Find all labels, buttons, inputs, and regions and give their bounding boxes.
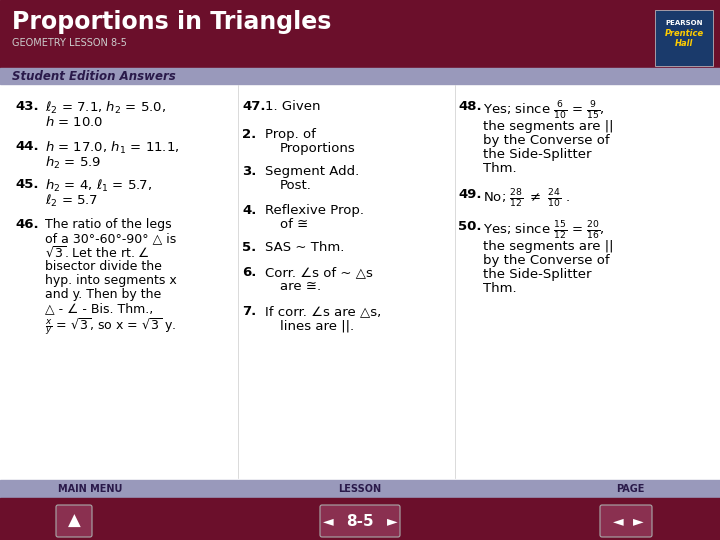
Text: 46.: 46. [15, 218, 39, 231]
Text: 2.: 2. [242, 128, 256, 141]
Text: 45.: 45. [15, 178, 38, 191]
FancyBboxPatch shape [600, 505, 652, 537]
Text: 43.: 43. [15, 100, 39, 113]
Text: $\ell_2$ = 7.1, $h_2$ = 5.0,: $\ell_2$ = 7.1, $h_2$ = 5.0, [45, 100, 166, 116]
Bar [0, 498, 720, 540]
Text: $\ell_2$ = 5.7: $\ell_2$ = 5.7 [45, 193, 97, 209]
Text: 6.: 6. [242, 266, 256, 279]
Text: △ - ∠ - Bis. Thm.,: △ - ∠ - Bis. Thm., [45, 302, 153, 315]
Text: The ratio of the legs: The ratio of the legs [45, 218, 171, 231]
Text: 47.: 47. [242, 100, 266, 113]
Text: Reflexive Prop.: Reflexive Prop. [265, 204, 364, 217]
Text: ◄: ◄ [323, 514, 333, 528]
Text: Student Edition Answers: Student Edition Answers [12, 70, 176, 83]
Text: hyp. into segments x: hyp. into segments x [45, 274, 176, 287]
Text: ◄: ◄ [613, 514, 624, 528]
Text: If corr. ∠s are △s,: If corr. ∠s are △s, [265, 305, 382, 318]
Text: the Side-Splitter: the Side-Splitter [483, 148, 592, 161]
Text: $h_2$ = 5.9: $h_2$ = 5.9 [45, 155, 102, 171]
Text: the Side-Splitter: the Side-Splitter [483, 268, 592, 281]
Text: of a 30°-60°-90° △ is: of a 30°-60°-90° △ is [45, 232, 176, 245]
Text: 3.: 3. [242, 165, 256, 178]
Bar [0, 84, 720, 480]
Text: Thm.: Thm. [483, 162, 517, 175]
Text: 1. Given: 1. Given [265, 100, 320, 113]
Text: 8-5: 8-5 [346, 514, 374, 529]
Text: Yes; since $\frac{15}{12}$ = $\frac{20}{16}$,: Yes; since $\frac{15}{12}$ = $\frac{20}{… [483, 220, 605, 242]
Bar [0, 480, 720, 498]
Text: ▲: ▲ [68, 512, 81, 530]
Text: by the Converse of: by the Converse of [483, 134, 610, 147]
Text: and y. Then by the: and y. Then by the [45, 288, 161, 301]
Text: Prop. of: Prop. of [265, 128, 316, 141]
Bar [0, 0, 720, 70]
Bar [0, 68, 720, 84]
FancyBboxPatch shape [655, 10, 713, 66]
Text: the segments are ||: the segments are || [483, 120, 613, 133]
Text: 49.: 49. [458, 188, 482, 201]
FancyBboxPatch shape [320, 505, 400, 537]
Text: Segment Add.: Segment Add. [265, 165, 359, 178]
Text: $h$ = 10.0: $h$ = 10.0 [45, 115, 104, 129]
Text: Proportions: Proportions [280, 142, 356, 155]
Text: are ≅.: are ≅. [280, 280, 321, 293]
Text: 7.: 7. [242, 305, 256, 318]
Text: GEOMETRY LESSON 8-5: GEOMETRY LESSON 8-5 [12, 38, 127, 48]
Text: $\frac{x}{y}$ = $\sqrt{3}$, so x = $\sqrt{3}$ y.: $\frac{x}{y}$ = $\sqrt{3}$, so x = $\sqr… [45, 316, 176, 337]
Text: lines are ||.: lines are ||. [280, 319, 354, 332]
Text: Hall: Hall [675, 39, 693, 49]
Text: $\sqrt{3}$. Let the rt. $\angle$: $\sqrt{3}$. Let the rt. $\angle$ [45, 246, 150, 261]
Text: 5.: 5. [242, 241, 256, 254]
Text: of ≅: of ≅ [280, 218, 308, 231]
Text: 48.: 48. [458, 100, 482, 113]
Text: by the Converse of: by the Converse of [483, 254, 610, 267]
FancyBboxPatch shape [56, 505, 92, 537]
Text: $h$ = 17.0, $h_1$ = 11.1,: $h$ = 17.0, $h_1$ = 11.1, [45, 140, 179, 156]
Text: ►: ► [633, 514, 643, 528]
Text: PAGE: PAGE [616, 484, 644, 494]
Text: Post.: Post. [280, 179, 312, 192]
Text: 4.: 4. [242, 204, 256, 217]
Text: LESSON: LESSON [338, 484, 382, 494]
Text: the segments are ||: the segments are || [483, 240, 613, 253]
Text: ►: ► [387, 514, 397, 528]
Text: Thm.: Thm. [483, 282, 517, 295]
Text: PEARSON: PEARSON [665, 20, 703, 26]
Text: Corr. ∠s of ~ △s: Corr. ∠s of ~ △s [265, 266, 373, 279]
Text: bisector divide the: bisector divide the [45, 260, 162, 273]
Text: $h_2$ = 4, $\ell_1$ = 5.7,: $h_2$ = 4, $\ell_1$ = 5.7, [45, 178, 152, 194]
Text: 44.: 44. [15, 140, 39, 153]
Text: Yes; since $\frac{6}{10}$ = $\frac{9}{15}$,: Yes; since $\frac{6}{10}$ = $\frac{9}{15… [483, 100, 605, 122]
Text: Prentice: Prentice [665, 30, 703, 38]
Text: Proportions in Triangles: Proportions in Triangles [12, 10, 331, 34]
Text: 50.: 50. [458, 220, 482, 233]
Text: SAS ~ Thm.: SAS ~ Thm. [265, 241, 344, 254]
Text: MAIN MENU: MAIN MENU [58, 484, 122, 494]
Text: No; $\frac{28}{12}$ $\neq$ $\frac{24}{10}$ .: No; $\frac{28}{12}$ $\neq$ $\frac{24}{10… [483, 188, 570, 210]
